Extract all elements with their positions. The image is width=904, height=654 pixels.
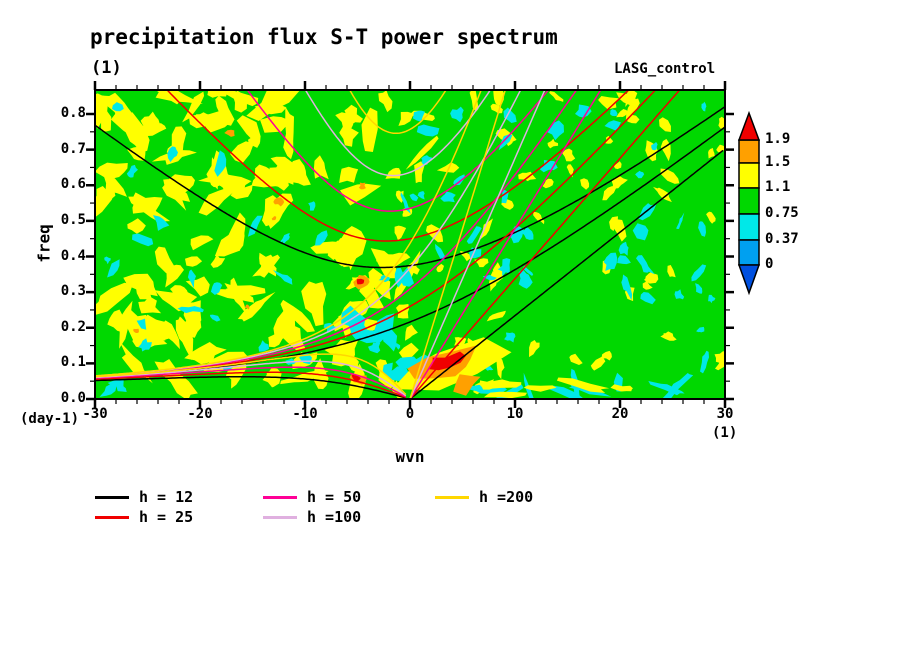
y-axis-unit-note: (day-1): [20, 411, 80, 427]
plot-area: [95, 90, 725, 399]
colorbar-tick-label: 1.9: [765, 131, 791, 147]
y-tick-label: 0.7: [60, 140, 86, 157]
legend-line-swatch: [95, 515, 129, 519]
legend-item: h = 25: [95, 508, 193, 526]
colorbar-tick-label: 0: [765, 256, 774, 272]
colorbar-tick-label: 0.37: [765, 231, 799, 247]
page-title: precipitation flux S-T power spectrum: [90, 25, 558, 49]
legend-label: h = 25: [139, 508, 194, 526]
y-tick-label: 0.1: [60, 354, 86, 371]
y-tick-label: 0.3: [60, 283, 86, 300]
legend-line-swatch: [263, 495, 297, 499]
x-tick-label: -30: [82, 406, 108, 422]
legend-label: h = 12: [139, 488, 194, 506]
y-tick-label: 0.4: [60, 247, 86, 264]
legend-line-swatch: [95, 495, 129, 499]
x-tick-label: 30: [716, 406, 734, 422]
legend-item: h = 50: [263, 488, 361, 506]
colorbar-tick-label: 1.1: [765, 179, 791, 195]
colorbar-tick-label: 0.75: [765, 205, 799, 221]
legend-label: h =100: [307, 508, 362, 526]
x-tick-label: 10: [506, 406, 524, 422]
x-tick-label: 0: [405, 406, 415, 422]
subtitle: (1): [91, 58, 122, 78]
colorbar: [737, 110, 761, 296]
colorbar-tick-label: 1.5: [765, 154, 791, 170]
legend-item: h =100: [263, 508, 361, 526]
x-axis-title: wvn: [395, 447, 425, 466]
y-tick-label: 0.5: [60, 211, 86, 228]
legend-line-swatch: [435, 495, 469, 499]
x-tick-label: -20: [187, 406, 213, 422]
x-axis-corner-note: (1): [712, 425, 738, 441]
y-tick-label: 0.2: [60, 318, 86, 335]
run-label: LASG_control: [614, 61, 716, 77]
y-tick-label: 0.8: [60, 105, 86, 121]
legend-label: h = 50: [307, 488, 362, 506]
y-tick-label: 0.6: [60, 176, 86, 193]
y-tick-label: 0.0: [60, 390, 86, 406]
x-tick-label: -10: [292, 406, 318, 422]
legend-item: h = 12: [95, 488, 193, 506]
legend-line-swatch: [263, 515, 297, 519]
legend-label: h =200: [479, 488, 534, 506]
legend-item: h =200: [435, 488, 533, 506]
x-tick-label: 20: [611, 406, 629, 422]
